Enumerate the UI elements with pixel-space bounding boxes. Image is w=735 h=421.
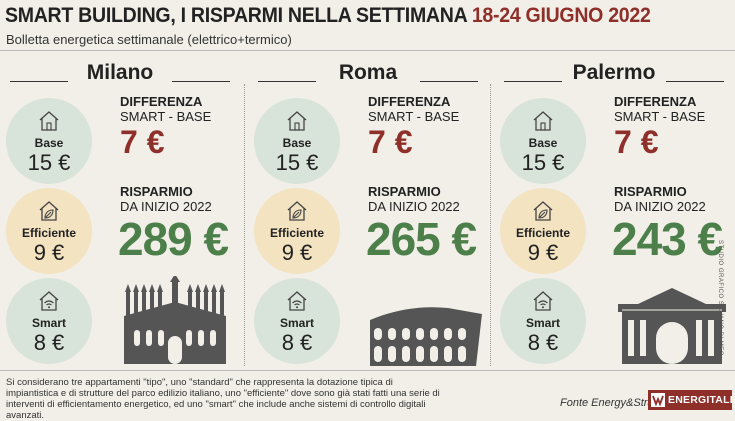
base-label: Base: [282, 136, 312, 150]
energitalia-logo: ENERGITALIA: [648, 390, 735, 410]
page-title: SMART BUILDING, I RISPARMI NELLA SETTIMA…: [5, 4, 651, 28]
savings-subtitle: DA INIZIO 2022: [368, 199, 460, 214]
base-value: 15 €: [27, 150, 71, 175]
house-icon: [284, 108, 310, 134]
house-icon: [36, 108, 62, 134]
base-label: Base: [34, 136, 64, 150]
savings-value: 289 €: [118, 213, 229, 265]
graphic-credit: STUDIO GRAFICO SILVANO DI MEO: [717, 240, 723, 356]
smart-label: Smart: [525, 316, 560, 330]
house-leaf-icon: [530, 198, 556, 224]
difference-value: 7 €: [120, 124, 165, 160]
savings-subtitle: DA INIZIO 2022: [614, 199, 706, 214]
efficient-value: 9 €: [281, 240, 313, 265]
base-value: 15 €: [521, 150, 565, 175]
brand-name: ENERGITALIA: [668, 394, 735, 406]
column-divider: [490, 84, 491, 366]
city-column-palermo: Palermo Base 15 € Efficiente 9 € Smart 8 € DIFF…: [494, 54, 734, 366]
brand-mark-icon: [651, 393, 665, 407]
duomo-di-milano-illustration: [120, 274, 230, 369]
smart-apartment-circle: Smart 8 €: [500, 278, 586, 364]
efficient-apartment-circle: Efficiente 9 €: [6, 188, 92, 274]
efficient-label: Efficiente: [515, 226, 570, 240]
smart-value: 8 €: [527, 330, 559, 355]
heading-rule: [420, 81, 478, 82]
footnote: Si considerano tre appartamenti "tipo", …: [6, 377, 440, 421]
difference-value: 7 €: [368, 124, 413, 160]
base-apartment-circle: Base 15 €: [500, 98, 586, 184]
city-heading: Palermo: [494, 61, 734, 85]
heading-rule: [666, 81, 724, 82]
smart-label: Smart: [31, 316, 66, 330]
base-apartment-circle: Base 15 €: [254, 98, 340, 184]
efficient-apartment-circle: Efficiente 9 €: [500, 188, 586, 274]
difference-title: DIFFERENZA: [614, 94, 697, 109]
base-apartment-circle: Base 15 €: [6, 98, 92, 184]
difference-subtitle: SMART - BASE: [614, 109, 706, 124]
efficient-value: 9 €: [527, 240, 559, 265]
city-name: Roma: [338, 61, 398, 84]
difference-value: 7 €: [614, 124, 659, 160]
difference-subtitle: SMART - BASE: [120, 109, 212, 124]
smart-apartment-circle: Smart 8 €: [254, 278, 340, 364]
efficient-value: 9 €: [33, 240, 65, 265]
column-divider: [244, 84, 245, 366]
source-text: Fonte Energy&Strategy: [560, 397, 675, 409]
smart-label: Smart: [279, 316, 314, 330]
base-label: Base: [528, 136, 558, 150]
efficient-label: Efficiente: [269, 226, 324, 240]
smart-value: 8 €: [281, 330, 313, 355]
base-value: 15 €: [275, 150, 319, 175]
smart-apartment-circle: Smart 8 €: [6, 278, 92, 364]
savings-title: RISPARMIO: [614, 184, 687, 199]
city-name: Milano: [86, 61, 154, 84]
savings-subtitle: DA INIZIO 2022: [120, 199, 212, 214]
heading-rule: [172, 81, 230, 82]
page-subtitle: Bolletta energetica settimanale (elettri…: [6, 32, 292, 47]
heading-rule: [504, 81, 562, 82]
savings-title: RISPARMIO: [120, 184, 193, 199]
efficient-apartment-circle: Efficiente 9 €: [254, 188, 340, 274]
house-wifi-icon: [36, 288, 62, 314]
city-column-roma: Roma Base 15 € Efficiente 9 € Smart 8 € DIFFERE…: [248, 54, 488, 366]
house-wifi-icon: [530, 288, 556, 314]
savings-value: 243 €: [612, 213, 723, 265]
city-column-milano: Milano Base 15 € Efficiente 9 € Smart 8 € DIFFE…: [0, 54, 240, 366]
title-dates: 18-24 GIUGNO 2022: [471, 4, 651, 27]
title-text: SMART BUILDING, I RISPARMI NELLA SETTIMA…: [5, 4, 467, 27]
difference-title: DIFFERENZA: [368, 94, 451, 109]
house-wifi-icon: [284, 288, 310, 314]
savings-value: 265 €: [366, 213, 477, 265]
teatro-politeama-illustration: [618, 286, 726, 369]
colosseo-illustration: [368, 302, 484, 371]
heading-rule: [10, 81, 68, 82]
bottom-rule: [0, 370, 735, 371]
difference-subtitle: SMART - BASE: [368, 109, 460, 124]
top-rule: [0, 50, 735, 51]
smart-value: 8 €: [33, 330, 65, 355]
city-heading: Roma: [248, 61, 488, 85]
city-heading: Milano: [0, 61, 240, 85]
efficient-label: Efficiente: [21, 226, 76, 240]
savings-title: RISPARMIO: [368, 184, 441, 199]
city-name: Palermo: [572, 61, 656, 84]
house-leaf-icon: [284, 198, 310, 224]
difference-title: DIFFERENZA: [120, 94, 203, 109]
house-leaf-icon: [36, 198, 62, 224]
heading-rule: [258, 81, 316, 82]
house-icon: [530, 108, 556, 134]
